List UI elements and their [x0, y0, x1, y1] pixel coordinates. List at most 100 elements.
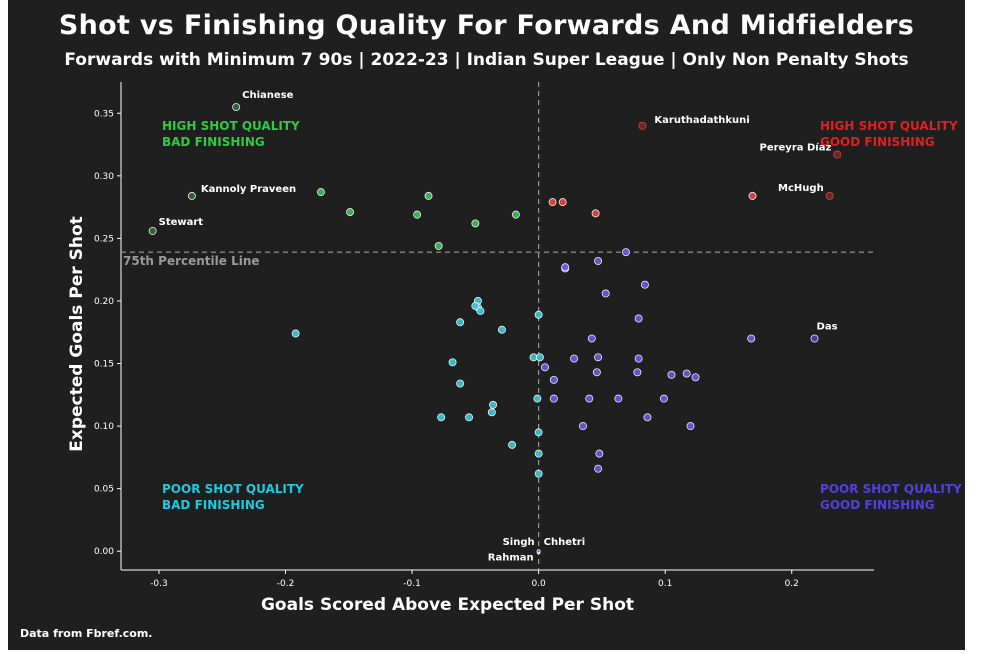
chart-subtitle: Forwards with Minimum 7 90s | 2022-23 | … — [64, 50, 909, 70]
data-point — [317, 188, 325, 197]
data-point — [548, 198, 557, 207]
data-point — [634, 314, 643, 323]
data-point — [585, 394, 594, 403]
data-point — [643, 413, 652, 422]
quadrant-label: GOOD FINISHING — [820, 135, 935, 149]
y-tick-label: 0.20 — [94, 297, 114, 307]
y-tick-label: 0.05 — [94, 485, 114, 495]
data-point — [614, 394, 623, 403]
data-point — [549, 394, 558, 403]
data-point — [508, 440, 517, 449]
x-tick-label: 0.0 — [531, 579, 546, 589]
y-tick-label: 0.15 — [94, 360, 114, 370]
quadrant-label: BAD FINISHING — [162, 498, 265, 512]
data-point — [476, 307, 485, 315]
data-point — [640, 280, 649, 289]
quadrant-label: GOOD FINISHING — [820, 498, 935, 512]
scatter-plot: -0.3 -0.2 -0.1 0.0 0.1 0.2 0.00 0.05 0.10 0.15 0.2… — [67, 82, 962, 615]
data-point — [682, 369, 691, 378]
data-point — [534, 469, 543, 478]
data-point — [592, 368, 601, 377]
data-point — [456, 379, 465, 388]
player-label: McHugh — [778, 183, 824, 194]
data-point — [497, 325, 506, 334]
data-point — [561, 263, 570, 272]
player-label: Rahman — [488, 552, 534, 563]
chart-title: Shot vs Finishing Quality For Forwards A… — [58, 10, 915, 41]
y-tick-label: 0.35 — [94, 109, 114, 119]
chart-canvas: Shot vs Finishing Quality For Forwards A… — [8, 0, 965, 650]
data-point — [346, 208, 355, 217]
data-point — [558, 198, 567, 207]
x-tick-label: -0.1 — [403, 579, 421, 589]
data-source-note: Data from Fbref.com. — [20, 627, 153, 640]
data-point — [686, 422, 695, 431]
quadrant-label: HIGH SHOT QUALITY — [162, 119, 300, 133]
y-tick-label: 0.30 — [94, 172, 114, 182]
data-point — [413, 210, 422, 219]
data-point — [595, 449, 604, 458]
data-point — [291, 329, 300, 338]
data-point — [594, 256, 603, 265]
data-point — [148, 226, 157, 235]
data-point — [187, 191, 196, 200]
data-point — [489, 400, 498, 409]
data-point — [810, 334, 819, 343]
data-point — [601, 289, 610, 298]
data-point — [534, 428, 543, 437]
quadrant-label: HIGH SHOT QUALITY — [820, 119, 958, 133]
player-label: Chhetri — [544, 537, 586, 548]
data-point — [833, 150, 842, 159]
data-point — [465, 413, 473, 422]
data-point — [448, 358, 457, 367]
data-point — [825, 191, 834, 200]
data-point — [456, 318, 465, 327]
data-point — [747, 334, 756, 343]
data-point — [487, 408, 496, 417]
data-point — [534, 310, 543, 319]
y-axis-title: Expected Goals Per Shot — [67, 216, 87, 452]
data-point — [667, 370, 676, 379]
data-point — [634, 354, 643, 363]
x-tick-label: 0.1 — [658, 579, 672, 589]
player-label: Stewart — [159, 217, 204, 228]
quadrant-label: POOR SHOT QUALITY — [162, 482, 304, 496]
y-tick-label: 0.25 — [94, 234, 114, 244]
data-point — [232, 103, 241, 111]
x-tick-label: 0.2 — [785, 579, 799, 589]
data-point — [691, 373, 700, 382]
data-point — [424, 191, 433, 200]
data-point — [471, 302, 480, 310]
data-point — [437, 413, 446, 422]
data-point — [622, 248, 630, 257]
player-label: Kannoly Praveen — [201, 184, 296, 195]
data-point — [534, 449, 543, 458]
player-label: Das — [817, 322, 838, 333]
y-tick-label: 0.00 — [94, 547, 114, 557]
data-point — [533, 394, 542, 403]
data-point — [535, 353, 544, 362]
x-tick-label: -0.2 — [277, 579, 295, 589]
data-point — [471, 219, 480, 228]
data-point — [536, 549, 541, 554]
data-point — [633, 368, 642, 377]
data-point — [434, 241, 443, 250]
data-point — [511, 210, 520, 219]
data-point — [594, 464, 603, 473]
player-label: Singh — [503, 537, 535, 548]
data-point — [591, 209, 600, 218]
data-point — [659, 394, 668, 403]
y-tick-label: 0.10 — [94, 422, 114, 432]
data-point — [748, 191, 757, 200]
data-point — [578, 422, 587, 431]
data-point — [638, 121, 647, 130]
player-label: Chianese — [242, 90, 293, 101]
x-axis-title: Goals Scored Above Expected Per Shot — [261, 595, 634, 615]
data-point — [570, 354, 579, 363]
data-point — [541, 363, 549, 372]
data-point — [594, 353, 603, 362]
x-tick-label: -0.3 — [150, 579, 168, 589]
data-point — [549, 375, 558, 384]
player-label: Karuthadathkuni — [654, 115, 749, 126]
player-label: Pereyra Díaz — [759, 142, 831, 154]
